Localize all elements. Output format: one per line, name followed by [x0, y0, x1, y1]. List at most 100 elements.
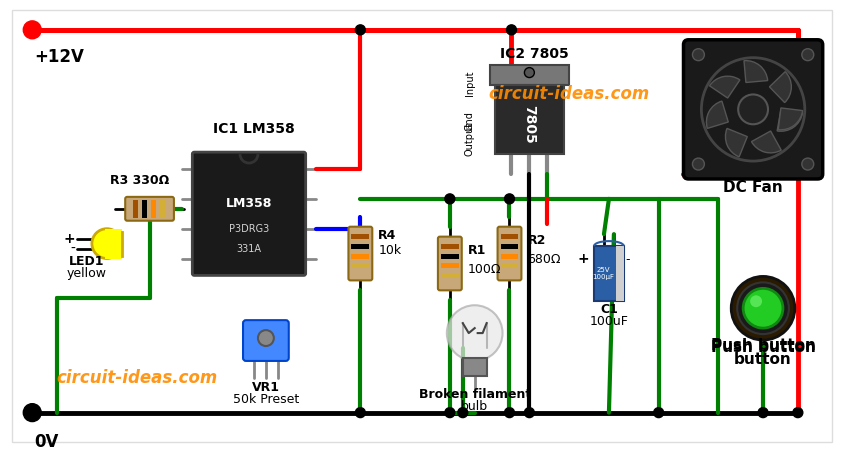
Text: IC2 7805: IC2 7805: [500, 47, 569, 61]
FancyBboxPatch shape: [438, 237, 462, 290]
Circle shape: [24, 404, 41, 422]
Wedge shape: [744, 61, 768, 82]
Circle shape: [505, 408, 515, 418]
Circle shape: [653, 408, 663, 418]
Circle shape: [692, 158, 705, 170]
Wedge shape: [726, 128, 747, 157]
Text: button: button: [734, 352, 792, 367]
Text: R1: R1: [468, 243, 486, 257]
Bar: [500, 243, 518, 248]
FancyBboxPatch shape: [243, 320, 289, 361]
Text: 25V
100µF: 25V 100µF: [592, 267, 614, 280]
Bar: [616, 246, 624, 301]
Circle shape: [24, 21, 41, 39]
Text: R2: R2: [528, 233, 546, 247]
Bar: [463, 358, 487, 376]
Circle shape: [737, 283, 789, 334]
Wedge shape: [770, 71, 792, 102]
Bar: [500, 253, 518, 258]
Text: -: -: [626, 253, 630, 267]
Text: 7805: 7805: [522, 105, 537, 144]
Circle shape: [445, 194, 455, 204]
Text: 680Ω: 680Ω: [528, 253, 561, 267]
Circle shape: [802, 49, 814, 61]
FancyBboxPatch shape: [125, 197, 174, 221]
Text: Broken filament: Broken filament: [419, 388, 531, 401]
Circle shape: [793, 408, 803, 418]
Wedge shape: [706, 101, 728, 128]
Text: +: +: [63, 232, 75, 246]
Bar: [495, 85, 564, 154]
Bar: [105, 229, 122, 258]
Text: R3 330Ω: R3 330Ω: [110, 174, 170, 187]
Text: +: +: [577, 253, 589, 267]
Circle shape: [758, 408, 768, 418]
Circle shape: [355, 408, 365, 418]
Bar: [133, 200, 138, 218]
Text: P3DRG3: P3DRG3: [229, 224, 269, 234]
Text: Output: Output: [465, 122, 474, 156]
Bar: [500, 263, 518, 268]
Circle shape: [258, 330, 273, 346]
Bar: [351, 243, 370, 248]
Circle shape: [446, 305, 502, 361]
Bar: [142, 200, 147, 218]
Text: bulb: bulb: [461, 399, 489, 413]
Bar: [594, 246, 624, 301]
Circle shape: [731, 276, 795, 340]
Wedge shape: [777, 109, 803, 131]
Text: VR1: VR1: [252, 381, 280, 394]
Text: +12V: +12V: [35, 48, 84, 66]
Text: 10k: 10k: [378, 243, 402, 257]
Bar: [351, 253, 370, 258]
Text: 331A: 331A: [236, 243, 262, 253]
Wedge shape: [751, 131, 782, 153]
Circle shape: [92, 229, 122, 258]
Bar: [441, 253, 459, 258]
Circle shape: [505, 194, 515, 204]
Wedge shape: [710, 76, 740, 98]
Circle shape: [744, 288, 783, 328]
Circle shape: [445, 408, 455, 418]
FancyBboxPatch shape: [498, 227, 522, 280]
Text: C1: C1: [600, 303, 618, 316]
Circle shape: [457, 408, 468, 418]
FancyBboxPatch shape: [684, 40, 823, 179]
Circle shape: [524, 408, 534, 418]
Bar: [441, 273, 459, 278]
Bar: [441, 263, 459, 268]
Circle shape: [738, 95, 768, 124]
Text: circuit-ideas.com: circuit-ideas.com: [489, 86, 650, 103]
Text: Gnd: Gnd: [465, 111, 474, 131]
Bar: [490, 65, 569, 85]
Text: yellow: yellow: [67, 268, 107, 280]
Text: DC Fan: DC Fan: [723, 180, 783, 195]
Text: R4: R4: [378, 228, 397, 242]
Circle shape: [524, 68, 534, 77]
Text: 100uF: 100uF: [589, 315, 629, 328]
Text: 100Ω: 100Ω: [468, 263, 501, 277]
Text: LM358: LM358: [226, 197, 272, 210]
Text: LED1: LED1: [69, 255, 105, 268]
Circle shape: [355, 25, 365, 35]
Bar: [151, 200, 156, 218]
Circle shape: [692, 49, 705, 61]
Circle shape: [802, 158, 814, 170]
Bar: [500, 234, 518, 238]
Text: IC1 LM358: IC1 LM358: [213, 122, 295, 136]
FancyBboxPatch shape: [349, 227, 372, 280]
Text: -: -: [70, 242, 75, 256]
Bar: [160, 200, 165, 218]
Text: circuit-ideas.com: circuit-ideas.com: [56, 369, 217, 387]
Bar: [351, 234, 370, 238]
Bar: [441, 243, 459, 248]
Wedge shape: [778, 108, 803, 130]
Text: Input: Input: [465, 71, 474, 96]
FancyBboxPatch shape: [192, 152, 306, 275]
Text: 0V: 0V: [35, 433, 58, 450]
Bar: [351, 263, 370, 268]
Text: Push button: Push button: [711, 338, 815, 353]
Circle shape: [506, 25, 517, 35]
Circle shape: [750, 295, 762, 307]
Text: Push button: Push button: [711, 340, 815, 355]
